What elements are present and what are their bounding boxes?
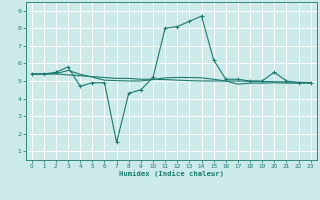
X-axis label: Humidex (Indice chaleur): Humidex (Indice chaleur) [119, 171, 224, 177]
